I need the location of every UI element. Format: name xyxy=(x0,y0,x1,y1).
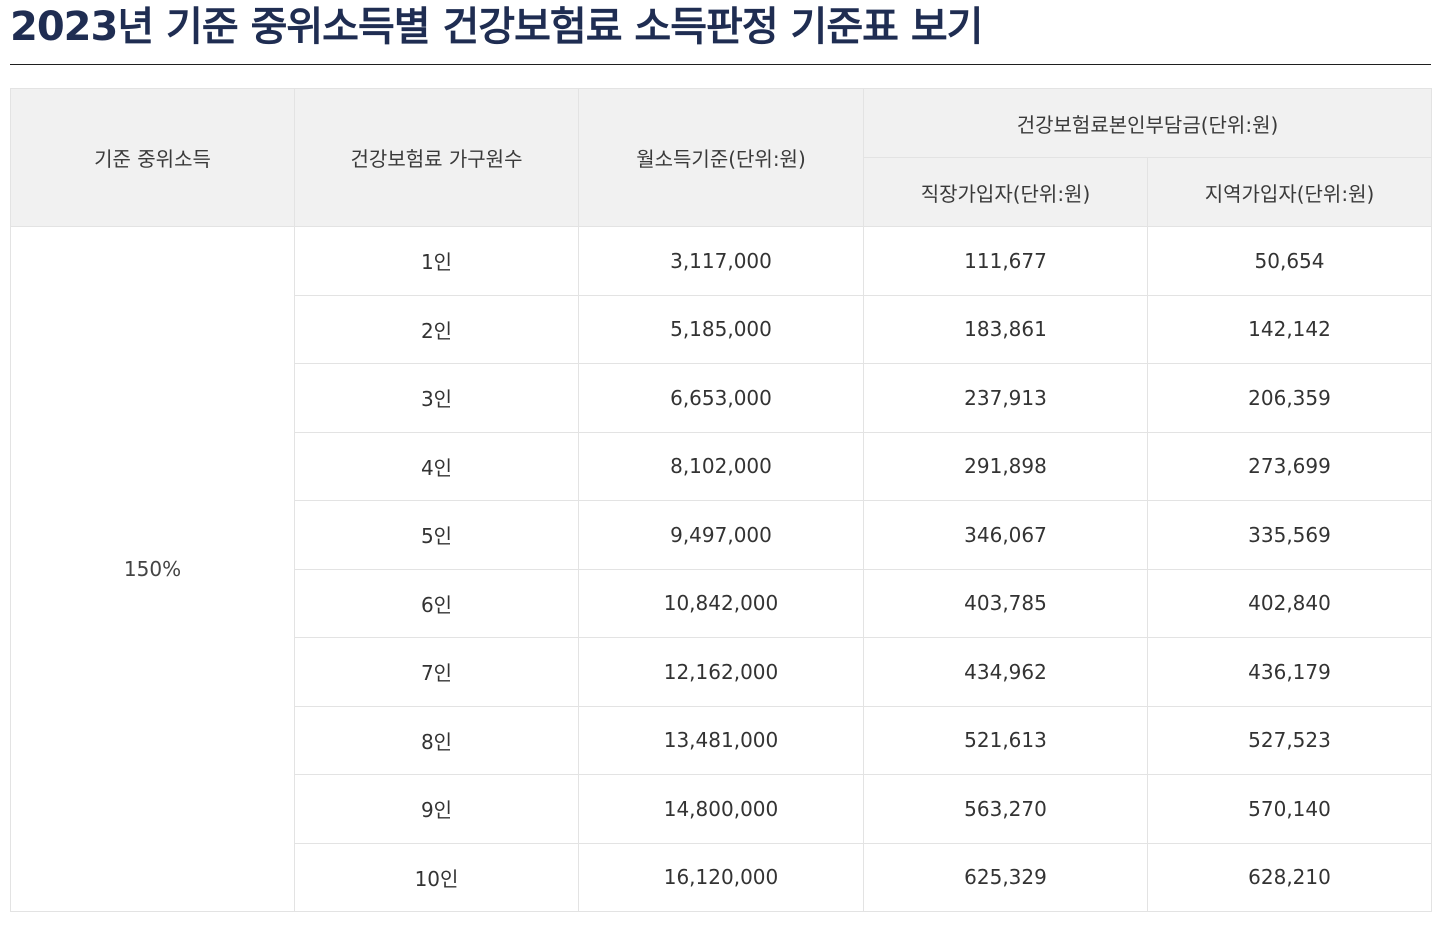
header-row-top: 기준 중위소득 건강보험료 가구원수 월소득기준(단위:원) 건강보험료본인부담… xyxy=(10,88,1433,227)
title-divider xyxy=(10,64,1431,65)
household-cell: 2인 xyxy=(294,294,579,364)
regional-premium-cell: 436,179 xyxy=(1146,637,1433,707)
table-row: 6인 10,842,000 403,785 402,840 xyxy=(11,568,1433,638)
household-cell: 6인 xyxy=(294,568,579,638)
table-row: 9인 14,800,000 563,270 570,140 xyxy=(11,774,1433,844)
employee-premium-cell: 521,613 xyxy=(863,705,1148,775)
household-cell: 5인 xyxy=(294,500,579,570)
monthly-income-cell: 13,481,000 xyxy=(578,705,864,775)
employee-premium-cell: 291,898 xyxy=(863,431,1148,501)
employee-premium-cell: 625,329 xyxy=(863,842,1148,912)
table-row: 3인 6,653,000 237,913 206,359 xyxy=(11,363,1433,433)
monthly-income-cell: 3,117,000 xyxy=(578,226,864,296)
employee-premium-cell: 183,861 xyxy=(863,294,1148,364)
table-body: 150% 1인 3,117,000 111,677 50,654 2인 5,18… xyxy=(10,226,1433,912)
monthly-income-cell: 8,102,000 xyxy=(578,431,864,501)
household-cell: 9인 xyxy=(294,774,579,844)
regional-premium-cell: 273,699 xyxy=(1146,431,1433,501)
header-monthly-income: 월소득기준(단위:원) xyxy=(578,88,864,227)
page-title: 2023년 기준 중위소득별 건강보험료 소득판정 기준표 보기 xyxy=(10,4,983,50)
monthly-income-cell: 6,653,000 xyxy=(578,363,864,433)
household-cell: 8인 xyxy=(294,705,579,775)
regional-premium-cell: 335,569 xyxy=(1146,500,1433,570)
regional-premium-cell: 402,840 xyxy=(1146,568,1433,638)
household-cell: 7인 xyxy=(294,637,579,707)
employee-premium-cell: 563,270 xyxy=(863,774,1148,844)
monthly-income-cell: 10,842,000 xyxy=(578,568,864,638)
household-cell: 10인 xyxy=(294,842,579,912)
employee-premium-cell: 111,677 xyxy=(863,226,1148,296)
employee-premium-cell: 346,067 xyxy=(863,500,1148,570)
income-criteria-table: 기준 중위소득 건강보험료 가구원수 월소득기준(단위:원) 건강보험료본인부담… xyxy=(10,88,1433,912)
regional-premium-cell: 206,359 xyxy=(1146,363,1433,433)
table-row: 7인 12,162,000 434,962 436,179 xyxy=(11,637,1433,707)
regional-premium-cell: 142,142 xyxy=(1146,294,1433,364)
median-income-cell: 150% xyxy=(10,226,295,912)
employee-premium-cell: 403,785 xyxy=(863,568,1148,638)
header-median-income: 기준 중위소득 xyxy=(10,88,295,227)
table-row: 10인 16,120,000 625,329 628,210 xyxy=(11,842,1433,912)
header-regional: 지역가입자(단위:원) xyxy=(1146,157,1433,227)
header-premium-group: 건강보험료본인부담금(단위:원) xyxy=(862,88,1433,158)
table-row: 4인 8,102,000 291,898 273,699 xyxy=(11,431,1433,501)
regional-premium-cell: 628,210 xyxy=(1146,842,1433,912)
monthly-income-cell: 14,800,000 xyxy=(578,774,864,844)
employee-premium-cell: 434,962 xyxy=(863,637,1148,707)
employee-premium-cell: 237,913 xyxy=(863,363,1148,433)
household-cell: 4인 xyxy=(294,431,579,501)
header-employee: 직장가입자(단위:원) xyxy=(863,157,1148,227)
table-row: 8인 13,481,000 521,613 527,523 xyxy=(11,705,1433,775)
header-row-bottom: 직장가입자(단위:원) 지역가입자(단위:원) xyxy=(11,157,1433,227)
household-cell: 3인 xyxy=(294,363,579,433)
table-row: 150% 1인 3,117,000 111,677 50,654 xyxy=(10,226,1433,912)
regional-premium-cell: 50,654 xyxy=(1146,226,1433,296)
header-household-size: 건강보험료 가구원수 xyxy=(294,88,579,227)
table-row: 2인 5,185,000 183,861 142,142 xyxy=(11,294,1433,364)
monthly-income-cell: 9,497,000 xyxy=(578,500,864,570)
household-cell: 1인 xyxy=(294,226,579,296)
monthly-income-cell: 12,162,000 xyxy=(578,637,864,707)
table-header: 기준 중위소득 건강보험료 가구원수 월소득기준(단위:원) 건강보험료본인부담… xyxy=(10,88,1433,227)
regional-premium-cell: 570,140 xyxy=(1146,774,1433,844)
regional-premium-cell: 527,523 xyxy=(1146,705,1433,775)
monthly-income-cell: 5,185,000 xyxy=(578,294,864,364)
monthly-income-cell: 16,120,000 xyxy=(578,842,864,912)
